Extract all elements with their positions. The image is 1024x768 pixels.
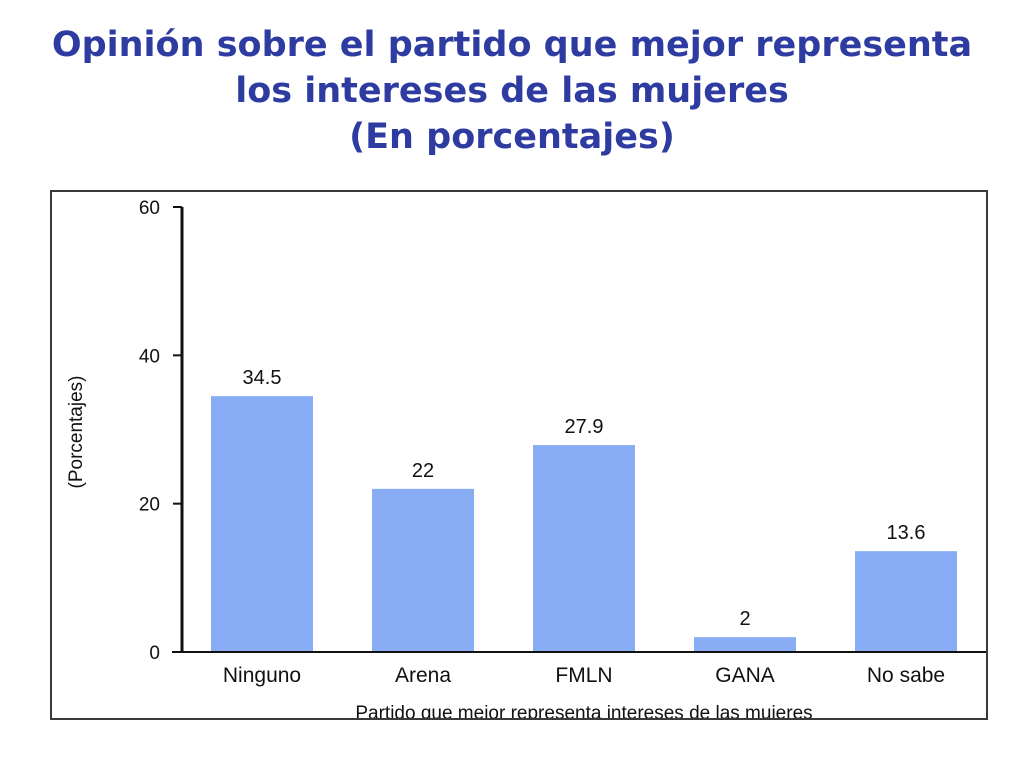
x-tick-label: Ninguno — [223, 664, 301, 687]
x-axis-title: Partido que mejor representa intereses d… — [355, 703, 812, 718]
y-tick-label: 60 — [139, 198, 160, 219]
bar-ninguno — [211, 396, 313, 652]
x-tick-label: Arena — [395, 664, 451, 687]
data-label: 22 — [412, 460, 434, 482]
bar-arena — [372, 488, 474, 652]
bar-fmln — [533, 445, 635, 652]
data-label: 13.6 — [887, 522, 926, 544]
x-tick-label: FMLN — [555, 664, 612, 687]
bar-chart: 34.5 Ninguno 22 Arena 27.9 FMLN 2 GANA 13.6 No sa… — [66, 198, 986, 718]
y-tick-label: 40 — [139, 346, 160, 367]
y-tick-label: 20 — [139, 495, 160, 516]
x-tick-label: GANA — [715, 664, 775, 687]
data-label: 34.5 — [243, 367, 282, 389]
slide-title: Opinión sobre el partido que mejor repre… — [0, 22, 1024, 160]
data-label: 2 — [739, 608, 750, 630]
x-tick-label: No sabe — [867, 664, 945, 687]
title-line-1: Opinión sobre el partido que mejor repre… — [51, 25, 973, 65]
bar-no-sabe — [855, 551, 957, 652]
bar-gana — [694, 637, 796, 652]
title-line-3: (En porcentajes) — [349, 117, 675, 157]
title-line-2: los intereses de las mujeres — [235, 71, 789, 111]
data-label: 27.9 — [565, 416, 604, 438]
chart-frame: 34.5 Ninguno 22 Arena 27.9 FMLN 2 GANA 13.6 No sa… — [50, 190, 988, 720]
y-tick-label: 0 — [149, 643, 160, 664]
y-axis-title: (Porcentajes) — [66, 376, 87, 489]
